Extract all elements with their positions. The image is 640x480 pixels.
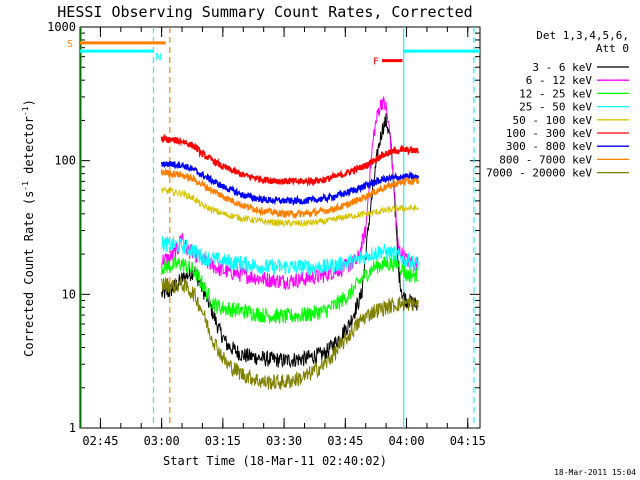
x-tick-label: 03:30 <box>266 434 302 448</box>
x-axis-label: Start Time (18-Mar-11 02:40:02) <box>163 454 387 468</box>
legend-label: 7000 - 20000 keV <box>486 167 592 180</box>
x-tick-label: 04:00 <box>388 434 424 448</box>
legend-label: 100 - 300 keV <box>506 127 592 140</box>
series-line-7000-20000keV <box>161 276 419 390</box>
y-axis: 1 10 100 1000 <box>47 20 480 435</box>
series-group <box>160 96 420 390</box>
x-tick-label: 02:45 <box>82 434 118 448</box>
legend-label: 12 - 25 keV <box>519 87 592 100</box>
series-line-300-800keV <box>160 160 420 206</box>
plot-frame <box>79 26 481 429</box>
series-line-800-7000keV <box>160 168 420 220</box>
y-axis-label: Corrected Count Rate (s-1 detector-1) <box>21 99 36 357</box>
series-line-12-25keV <box>161 255 419 325</box>
footer-timestamp: 18-Mar-2011 15:04 <box>554 468 636 477</box>
x-tick-label: 03:00 <box>144 434 180 448</box>
flag-label-F: F <box>373 57 379 68</box>
legend-header-line-1: Det 1,3,4,5,6, <box>536 29 629 42</box>
legend-label: 300 - 800 keV <box>506 140 592 153</box>
legend-label: 3 - 6 keV <box>532 61 592 74</box>
vertical-markers <box>80 27 475 428</box>
y-tick-label: 1 <box>69 421 76 435</box>
legend-header-line-2: Att 0 <box>596 42 629 55</box>
y-tick-label: 100 <box>54 154 76 168</box>
chart-title: HESSI Observing Summary Count Rates, Cor… <box>57 3 472 21</box>
y-tick-label: 1000 <box>47 20 76 34</box>
series-line-25-50keV <box>161 236 419 276</box>
series-line-50-100keV <box>161 185 419 228</box>
series-line-100-300keV <box>160 133 420 188</box>
legend-label: 6 - 12 keV <box>526 74 593 87</box>
flag-group: S N F <box>67 39 480 68</box>
x-tick-label: 03:45 <box>327 434 363 448</box>
x-tick-label: 03:15 <box>205 434 241 448</box>
x-axis: 02:45 03:00 03:15 03:30 03:45 04:00 04:15 <box>79 27 486 448</box>
flag-label-S: S <box>67 39 73 50</box>
legend-label: 50 - 100 keV <box>513 114 593 127</box>
y-tick-label: 10 <box>62 287 76 301</box>
flag-label-N: N <box>155 52 161 63</box>
legend-label: 25 - 50 keV <box>519 101 592 114</box>
x-tick-label: 04:15 <box>450 434 486 448</box>
legend-label: 800 - 7000 keV <box>499 153 592 166</box>
